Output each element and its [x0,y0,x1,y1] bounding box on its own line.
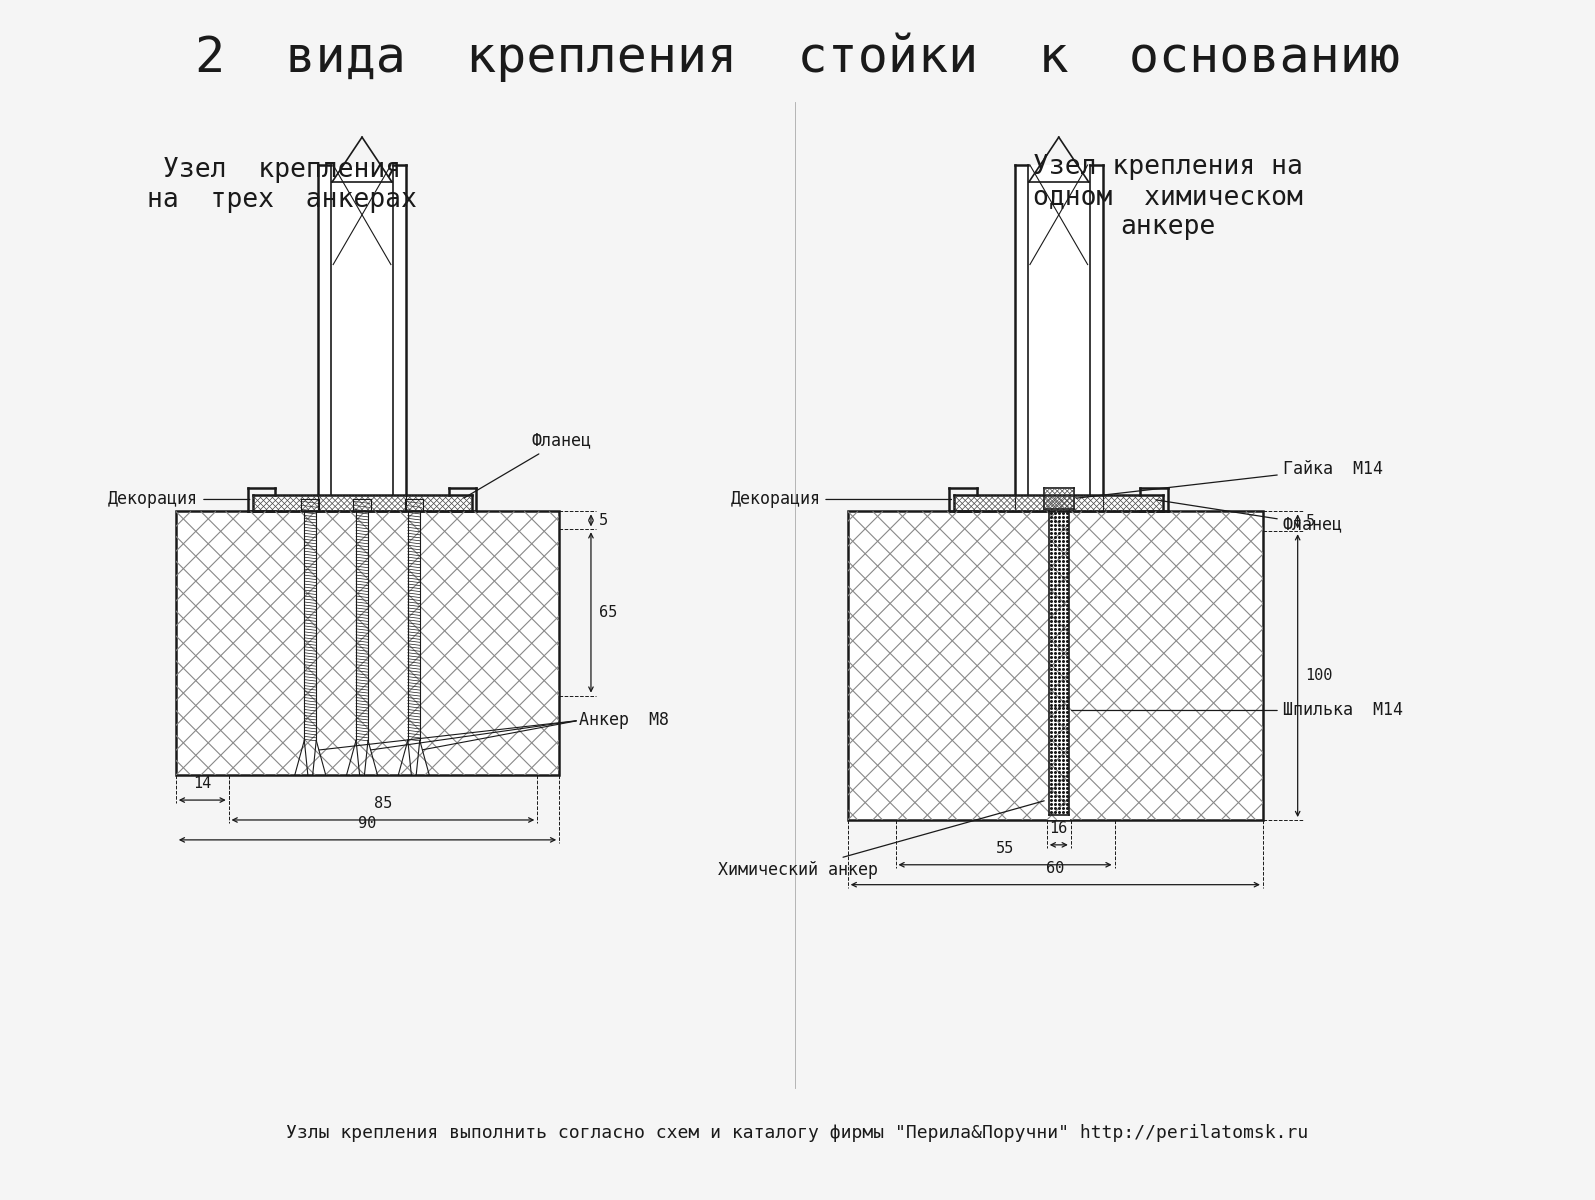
Text: 85: 85 [373,796,392,811]
Text: Декорация: Декорация [108,491,250,509]
Bar [849,511,1263,820]
Text: Химический анкер: Химический анкер [718,800,1045,878]
Text: Декорация: Декорация [731,491,952,509]
Text: 90: 90 [359,816,376,830]
Text: 16: 16 [1050,821,1069,836]
Text: 2  вида  крепления  стойки  к  основанию: 2 вида крепления стойки к основанию [195,32,1399,83]
Text: Шпилька  М14: Шпилька М14 [1072,702,1402,720]
Text: на  трех  анкерах: на трех анкерах [147,187,418,212]
Bar [1043,487,1073,510]
Text: 100: 100 [1306,668,1333,683]
Text: 65: 65 [600,605,617,620]
Text: 5: 5 [600,512,608,528]
Text: 60: 60 [1046,860,1064,876]
Bar [252,496,472,511]
Bar [303,511,317,740]
Text: Фланец: Фланец [464,432,592,498]
Bar [1048,511,1070,820]
Text: Узел  крепления: Узел крепления [163,157,402,182]
Text: одном  химическом: одном химическом [1034,184,1303,210]
Bar [356,511,368,740]
Text: Фланец: Фланец [1156,500,1343,533]
Bar [1014,166,1102,496]
Text: 14: 14 [193,776,212,791]
Bar [407,511,421,740]
Bar [849,511,1263,820]
Bar [954,496,1163,511]
Bar [175,511,560,775]
Bar [175,511,560,775]
Text: 5: 5 [1306,514,1314,529]
Text: Узел крепления на: Узел крепления на [1034,154,1303,180]
Text: анкере: анкере [1121,214,1215,240]
Text: Анкер  М8: Анкер М8 [579,712,668,730]
Text: Гайка  М14: Гайка М14 [1077,460,1383,498]
Text: Узлы крепления выполнить согласно схем и каталогу фирмы "Перила&Поручни" http://: Узлы крепления выполнить согласно схем и… [286,1123,1308,1141]
Text: 55: 55 [995,841,1014,856]
Bar [319,167,405,496]
